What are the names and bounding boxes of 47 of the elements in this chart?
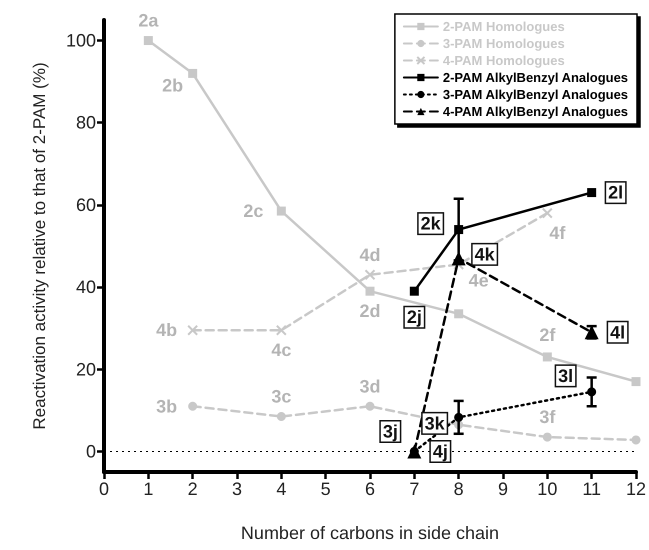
annotation: 2f [539, 324, 556, 345]
y-tick-label: 0 [86, 441, 96, 462]
annotation: 2k [420, 214, 442, 234]
annotation: 4l [610, 322, 626, 342]
y-tick-label: 100 [66, 30, 96, 51]
annotation: 2a [138, 10, 160, 31]
annotation: 2d [359, 301, 380, 322]
y-tick-label: 60 [76, 194, 96, 215]
x-tick-label: 1 [143, 479, 154, 499]
annotation: 4e [468, 270, 489, 290]
legend-label: 3-PAM AlkylBenzyl Analogues [442, 87, 628, 102]
y-tick-label: 20 [76, 359, 96, 380]
annotation: 4j [432, 441, 448, 462]
annotation: 4f [549, 223, 566, 244]
annotation: 2b [162, 75, 184, 96]
x-tick-label: 0 [98, 479, 110, 499]
annotation: 4b [156, 320, 178, 340]
annotation: 4c [271, 340, 292, 360]
annotation: 3k [424, 413, 446, 434]
annotation: 3l [558, 366, 574, 386]
y-axis-title: Reactivation activity relative to that of 2-PAM (%) [30, 62, 49, 430]
x-tick-label: 7 [409, 479, 420, 499]
legend-label: 2-PAM AlkylBenzyl Analogues [442, 70, 628, 85]
y-tick-label: 80 [76, 112, 96, 133]
annotation: 2c [243, 201, 264, 222]
annotation: 2j [406, 307, 422, 328]
annotation: 3f [539, 407, 556, 428]
annotation: 3b [156, 396, 178, 416]
x-tick-label: 4 [276, 479, 286, 499]
annotation: 4k [474, 244, 496, 264]
x-tick-label: 10 [537, 479, 558, 499]
x-tick-label: 5 [320, 479, 331, 499]
x-tick-label: 9 [498, 479, 508, 499]
annotation: 4d [359, 244, 380, 265]
y-tick-label: 40 [76, 277, 96, 298]
x-axis-title: Number of carbons in side chain [240, 523, 500, 543]
legend-label: 4-PAM AlkylBenzyl Analogues [442, 104, 628, 119]
annotation: 3c [271, 386, 292, 407]
annotation: 2l [608, 182, 624, 203]
x-tick-label: 11 [582, 479, 601, 499]
x-tick-label: 3 [232, 479, 242, 499]
x-tick-label: 2 [188, 479, 198, 499]
x-tick-label: 12 [626, 479, 646, 499]
x-tick-label: 8 [454, 479, 464, 499]
annotation: 3d [359, 376, 380, 396]
x-tick-label: 6 [364, 479, 375, 499]
annotation: 3j [382, 421, 398, 442]
